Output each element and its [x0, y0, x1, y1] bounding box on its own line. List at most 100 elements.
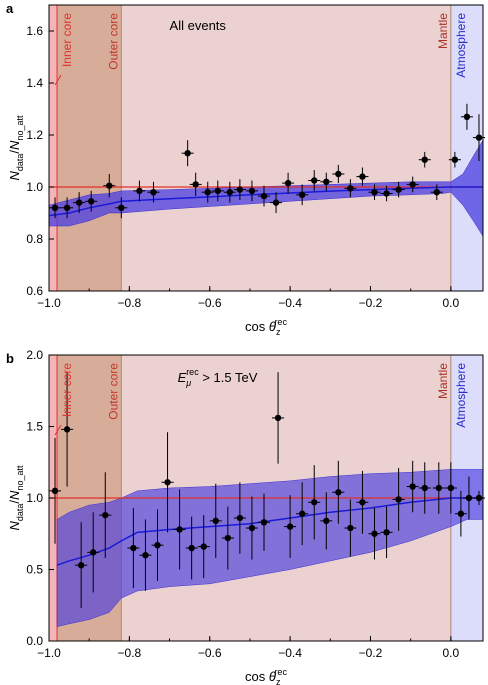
data-point: [118, 204, 125, 211]
data-point: [475, 134, 483, 141]
region-inner-core: [49, 5, 58, 291]
x-tick-label: −0.8: [118, 296, 142, 310]
x-tick-label: −1.0: [37, 296, 61, 310]
data-point: [475, 494, 483, 502]
inner-core-arrow: [54, 424, 62, 436]
y-tick-label: 1.5: [26, 420, 43, 434]
data-point: [371, 530, 378, 537]
y-tick-label: 1.2: [26, 128, 43, 142]
data-point: [383, 190, 390, 197]
data-point: [395, 186, 402, 193]
region-mantle: [121, 5, 451, 291]
x-tick-label: −0.6: [198, 296, 222, 310]
data-point: [176, 526, 183, 533]
data-point: [260, 192, 268, 200]
region-outer-core: [57, 5, 122, 291]
data-point: [236, 186, 244, 193]
data-point: [409, 483, 416, 490]
region-label: Atmosphere: [454, 363, 468, 428]
data-point: [298, 510, 306, 517]
data-point: [311, 499, 318, 506]
data-point: [433, 189, 440, 196]
region-label: Atmosphere: [454, 13, 468, 78]
x-tick-label: −0.6: [198, 646, 222, 660]
panel-b: −1.0 −0.8 −0.6 −0.4 −0.2 0.0 0.0 0.5 1.0 1.5 2.0 In…: [6, 348, 486, 685]
x-tick-label: 0.0: [443, 296, 460, 310]
data-point: [359, 173, 366, 180]
x-tick-label: −0.8: [118, 646, 142, 660]
data-point: [335, 489, 342, 496]
data-point: [130, 544, 137, 552]
data-point: [154, 541, 161, 549]
data-point: [451, 156, 459, 163]
data-point: [260, 519, 268, 526]
data-point: [51, 204, 59, 211]
region-label: Outer core: [106, 363, 120, 420]
panel-label: b: [6, 351, 14, 366]
y-tick-label: 2.0: [26, 348, 43, 362]
x-tick-label: −0.2: [359, 646, 383, 660]
y-axis-label: Ndata/Nno_att: [7, 465, 25, 530]
data-point: [272, 199, 280, 206]
data-point: [204, 189, 211, 196]
panel-label: a: [6, 1, 14, 16]
annotation: All events: [170, 18, 227, 33]
data-point: [383, 529, 390, 536]
data-point: [106, 182, 113, 189]
data-point: [214, 187, 221, 195]
y-tick-label: 1.4: [26, 76, 43, 90]
data-point: [409, 181, 416, 188]
panel-a: −1.0 −0.8 −0.6 −0.4 −0.2 0.0 0.6 0.8 1.0 1.2 1.4 1.…: [6, 1, 486, 337]
data-point: [284, 179, 292, 187]
y-tick-label: 1.6: [26, 24, 43, 38]
region-atmosphere: [450, 5, 483, 291]
y-tick-label: 1.0: [26, 180, 43, 194]
data-point: [192, 181, 199, 188]
data-point: [335, 170, 342, 178]
data-point: [102, 511, 109, 519]
region-label: Inner core: [60, 363, 74, 417]
data-point: [311, 177, 318, 184]
x-tick-label: 0.0: [443, 646, 460, 660]
inner-core-arrow: [54, 74, 62, 86]
y-axis-label: Ndata/Nno_att: [7, 115, 25, 180]
data-point: [359, 499, 366, 506]
data-point: [63, 426, 71, 433]
x-tick-label: −1.0: [37, 646, 61, 660]
data-point: [457, 510, 465, 517]
data-point: [435, 484, 442, 492]
data-point: [274, 414, 282, 422]
y-tick-label: 0.0: [26, 634, 43, 648]
data-point: [347, 524, 354, 532]
data-point: [142, 552, 149, 559]
data-point: [248, 524, 256, 532]
x-tick-label: −0.4: [278, 296, 302, 310]
data-point: [212, 517, 219, 525]
region-label: Inner core: [60, 13, 74, 67]
data-point: [63, 204, 71, 211]
data-point: [447, 484, 455, 492]
data-point: [395, 496, 402, 503]
model-line: [48, 186, 483, 217]
y-tick-label: 0.8: [26, 232, 43, 246]
region-label: Mantle: [436, 363, 450, 399]
data-point: [136, 187, 143, 195]
data-point: [77, 562, 85, 569]
data-point: [87, 198, 95, 205]
data-point: [421, 156, 428, 163]
data-point: [184, 150, 191, 157]
x-axis-label: cos θzrec: [245, 667, 287, 685]
data-point: [323, 517, 330, 525]
annotation: Eμrec > 1.5 TeV: [178, 367, 258, 388]
data-point: [200, 543, 207, 550]
x-tick-label: −0.4: [278, 646, 302, 660]
data-point: [164, 479, 171, 486]
region-label: Outer core: [106, 13, 120, 70]
y-tick-label: 0.6: [26, 284, 43, 298]
data-point: [224, 534, 232, 542]
data-point: [347, 185, 354, 192]
y-tick-label: 0.5: [26, 563, 43, 577]
y-tick-label: 1.0: [26, 491, 43, 505]
data-point: [90, 549, 97, 556]
